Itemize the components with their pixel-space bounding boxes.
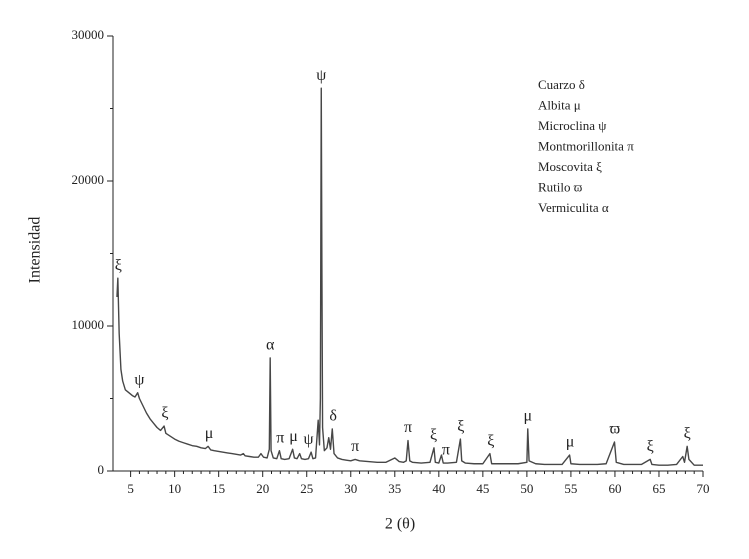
x-tick-label: 45 [476,481,489,496]
legend-entry: Rutilo ϖ [538,179,583,194]
peak-annotation: μ [289,428,298,445]
x-tick-label: 5 [127,481,134,496]
y-tick-label: 20000 [72,172,105,187]
peak-annotation: π [351,438,359,455]
data-line [116,87,703,466]
peak-annotation: ψ [134,371,144,388]
peak-annotation: δ [329,408,337,425]
peak-annotation: ξ [115,257,122,274]
peak-annotation: ψ [303,431,313,448]
x-tick-label: 55 [564,481,577,496]
peak-annotation: μ [205,425,214,442]
y-tick-label: 30000 [72,27,105,42]
legend-entry: Vermiculita α [538,200,609,215]
legend-entry: Cuarzo δ [538,77,585,92]
x-tick-label: 30 [344,481,357,496]
legend-entry: Albita μ [538,97,581,112]
x-tick-label: 50 [520,481,533,496]
x-tick-label: 25 [300,481,313,496]
x-tick-label: 70 [697,481,710,496]
peak-annotation: ψ [316,67,326,84]
peak-annotation: ξ [647,438,654,455]
peak-annotation: π [442,442,450,459]
peak-annotation: π [404,419,412,436]
x-axis-label: 2 (θ) [385,516,415,533]
x-tick-label: 40 [432,481,445,496]
x-tick-label: 35 [388,481,401,496]
peak-annotation: π [276,429,284,446]
peak-annotation: ξ [430,426,437,443]
legend-entry: Microclina ψ [538,118,606,133]
peak-annotation: α [266,337,275,354]
x-tick-label: 20 [256,481,269,496]
y-tick-label: 10000 [72,317,105,332]
peak-annotation: μ [523,408,532,425]
x-tick-label: 65 [652,481,665,496]
peak-annotation: ϖ [610,421,621,438]
peak-annotation: ξ [684,425,691,442]
peak-annotation: μ [566,434,575,451]
x-tick-label: 60 [608,481,621,496]
peak-annotation: ξ [487,432,494,449]
legend-entry: Moscovita ξ [538,159,602,174]
peak-annotation: ξ [457,418,464,435]
x-tick-label: 10 [168,481,181,496]
legend-entry: Montmorillonita π [538,138,634,153]
y-tick-label: 0 [98,462,105,477]
peak-annotation: ξ [161,405,168,422]
y-axis-label: Intensidad [27,217,44,284]
x-tick-label: 15 [212,481,225,496]
